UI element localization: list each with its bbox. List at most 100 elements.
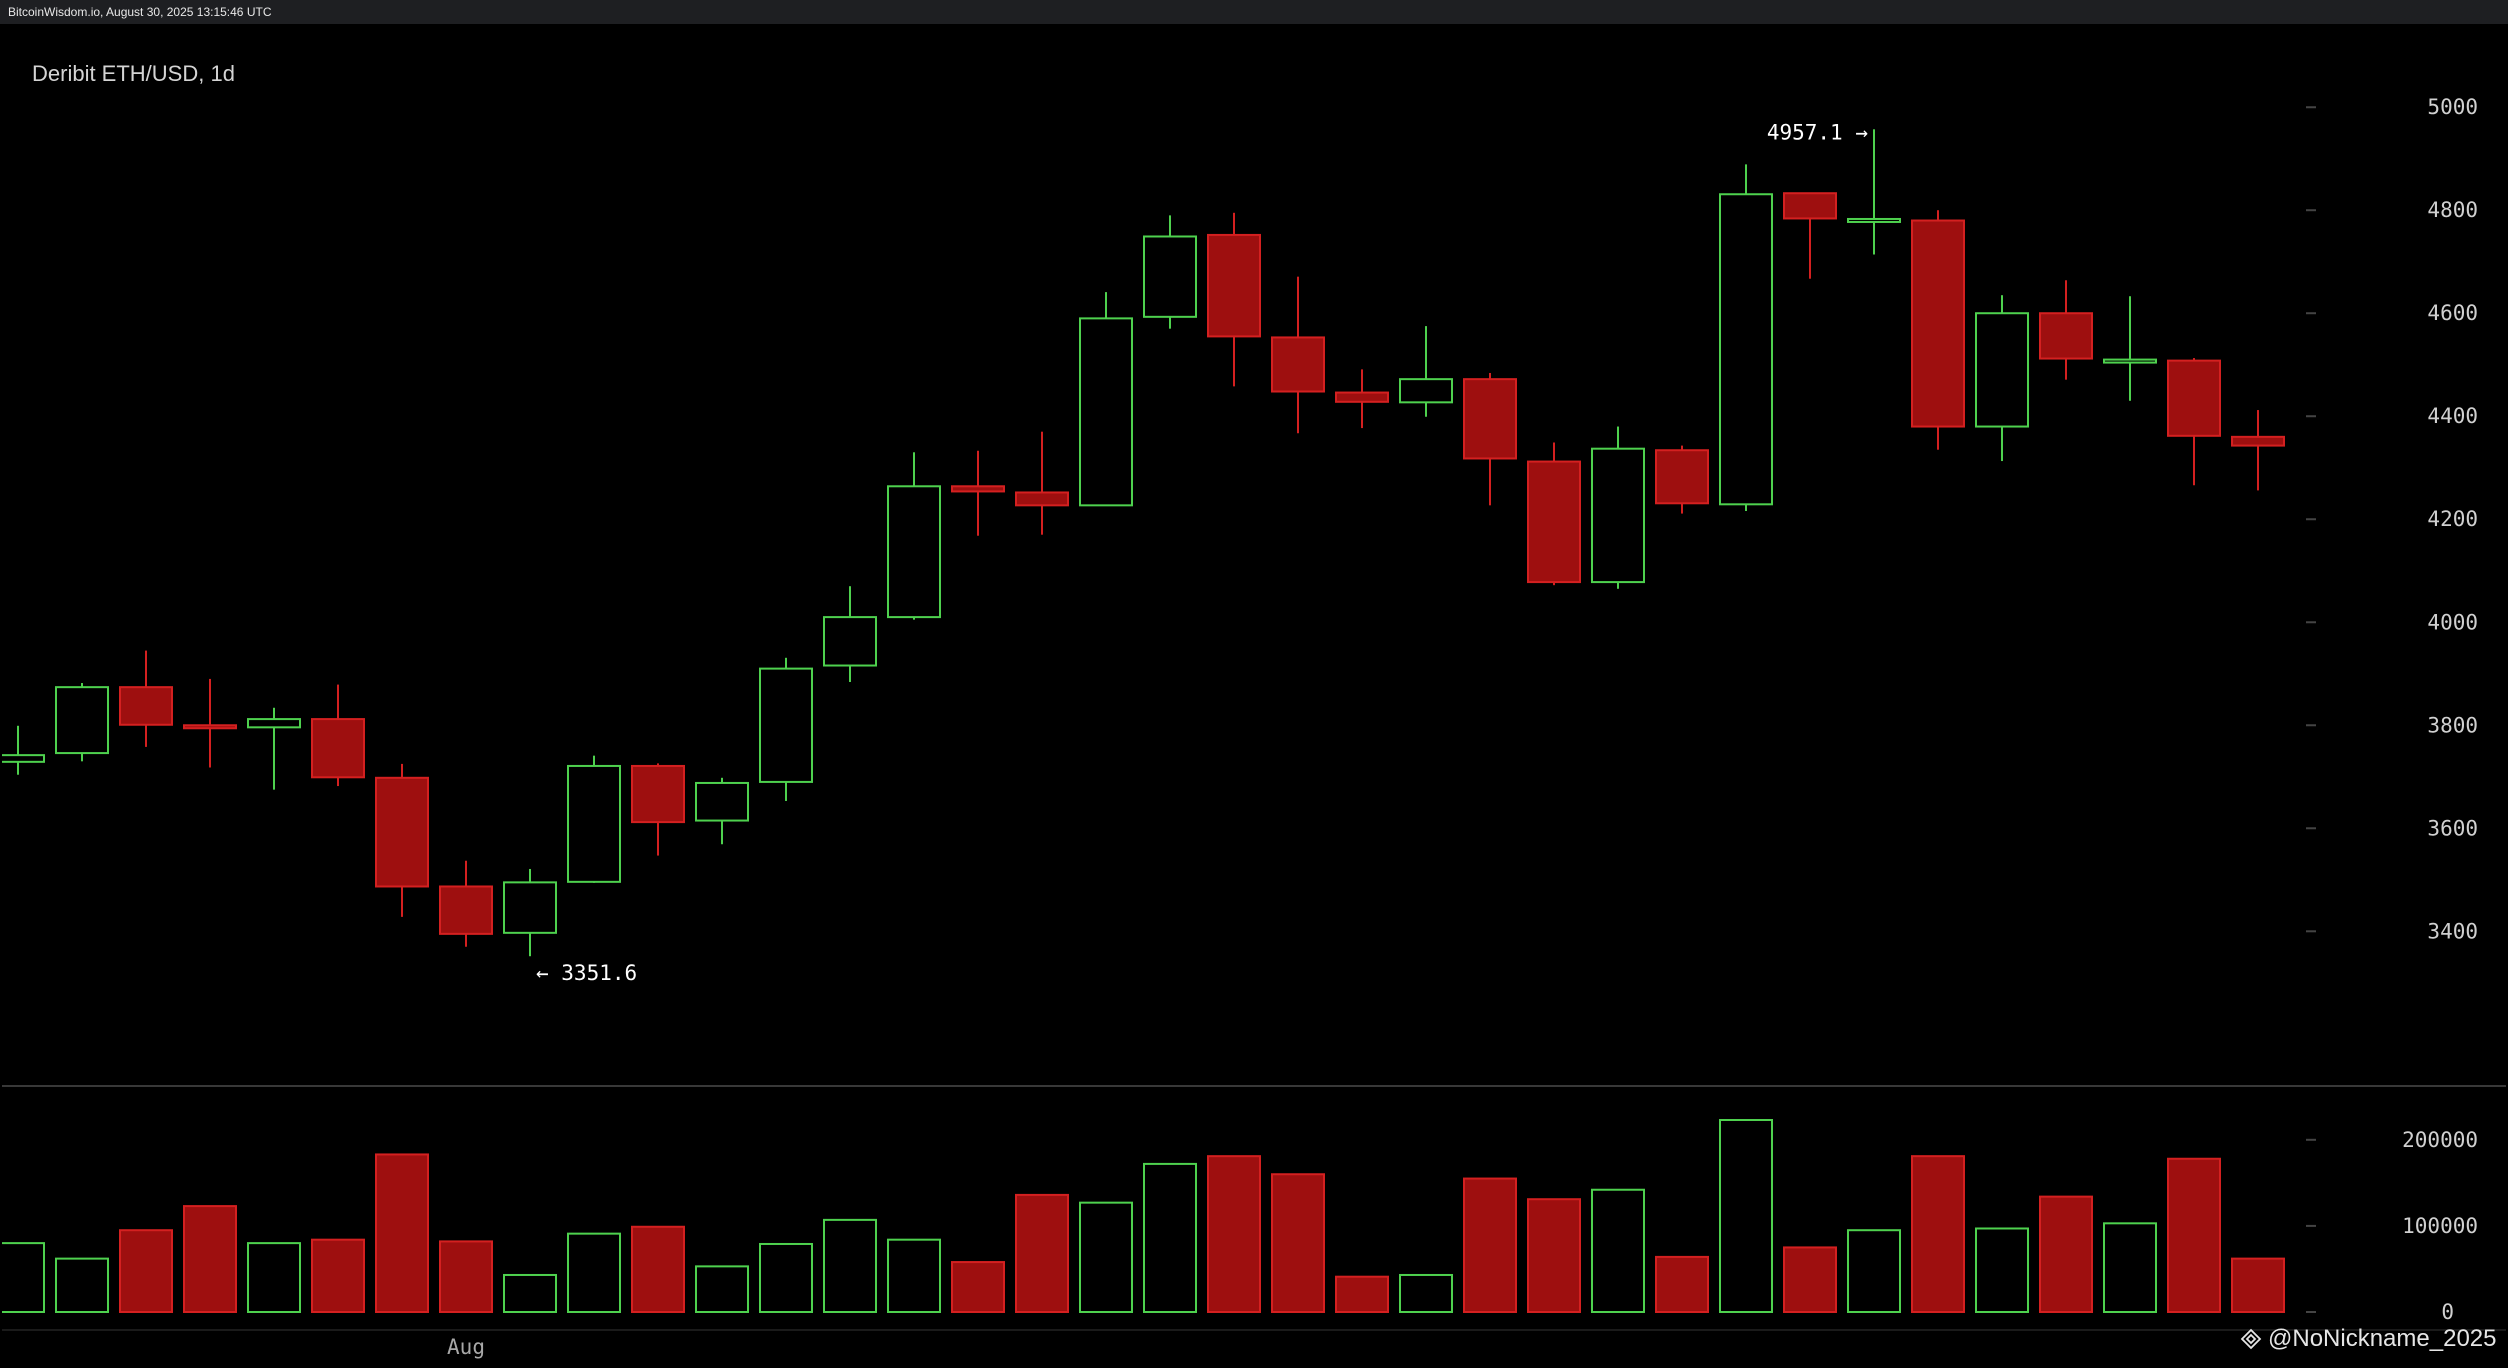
y-axis-tick-label: 4800: [2427, 198, 2478, 222]
candle: [1975, 295, 2029, 462]
candle-body: [1911, 219, 1965, 428]
y-axis-tick-label: 4400: [2427, 404, 2478, 428]
candle: [1143, 215, 1197, 329]
candle-body: [2, 754, 45, 763]
candle-body: [887, 485, 941, 619]
candle: [1335, 369, 1389, 429]
candle: [823, 586, 877, 683]
volume-bar: [1719, 1119, 1773, 1313]
volume-bar: [823, 1218, 877, 1313]
candle-body: [1271, 336, 1325, 393]
candle-body: [247, 718, 301, 729]
x-axis-tick-label: Aug: [447, 1335, 485, 1359]
candle: [567, 755, 621, 883]
candle: [1591, 426, 1645, 589]
volume-bar: [1911, 1155, 1965, 1313]
y-axis-tick-label: 4000: [2427, 610, 2478, 634]
volume-bar: [2, 1242, 45, 1314]
volume-bar: [375, 1153, 429, 1313]
candle-body: [823, 616, 877, 667]
timestamp-text: BitcoinWisdom.io, August 30, 2025 13:15:…: [8, 5, 272, 19]
candle: [1271, 276, 1325, 434]
candle: [247, 707, 301, 790]
candle-body: [567, 764, 621, 883]
volume-bar: [567, 1232, 621, 1314]
volume-bar: [1847, 1229, 1901, 1314]
candle: [503, 868, 557, 957]
candle: [1079, 292, 1133, 507]
volume-bar: [1335, 1275, 1389, 1314]
y-axis-tick-label: 4200: [2427, 507, 2478, 531]
volume-bar: [119, 1229, 173, 1314]
candlestick-chart[interactable]: 3400 3600 3800 4000 4200 4400 4600 4800 5000 0 100…: [2, 24, 2506, 1366]
candle: [119, 650, 173, 747]
candle-body: [1847, 217, 1901, 223]
candle: [1399, 326, 1453, 417]
candle-body: [2103, 358, 2157, 364]
candle-body: [1527, 460, 1581, 584]
candle: [1655, 445, 1709, 514]
top-status-bar: BitcoinWisdom.io, August 30, 2025 13:15:…: [0, 0, 2508, 24]
volume-bar: [759, 1242, 813, 1313]
chart-panel[interactable]: 3400 3600 3800 4000 4200 4400 4600 4800 5000 0 100…: [2, 24, 2506, 1366]
volume-bar: [1591, 1188, 1645, 1313]
volume-bar: [183, 1205, 237, 1313]
volume-bar: [503, 1273, 557, 1313]
y-axis-tick-label: 5000: [2427, 95, 2478, 119]
volume-bar: [2167, 1157, 2221, 1313]
candle: [1207, 212, 1261, 387]
candle-body: [1335, 391, 1389, 403]
candle: [311, 684, 365, 787]
candle: [375, 763, 429, 917]
candle-body: [375, 776, 429, 888]
candle-body: [1591, 447, 1645, 584]
candle: [2231, 410, 2285, 491]
volume-bar: [311, 1238, 365, 1313]
volume-bar: [951, 1261, 1005, 1313]
candle: [1463, 372, 1517, 506]
candle: [1015, 431, 1069, 535]
volume-bar: [1207, 1155, 1261, 1313]
candle: [2167, 358, 2221, 486]
volume-bar: [1527, 1198, 1581, 1314]
volume-axis-tick-label: 200000: [2402, 1128, 2478, 1152]
candle-body: [183, 724, 237, 730]
volume-bar: [439, 1240, 493, 1313]
volume-bar: [2039, 1195, 2093, 1314]
candle-body: [1975, 312, 2029, 428]
candle-body: [1783, 192, 1837, 220]
candle: [631, 763, 685, 856]
y-axis-tick-label: 3800: [2427, 713, 2478, 737]
candle: [183, 678, 237, 768]
volume-bar: [1399, 1273, 1453, 1313]
candle-body: [1399, 378, 1453, 404]
candle-body: [311, 718, 365, 779]
y-axis-tick-label: 3400: [2427, 919, 2478, 943]
candle-body: [695, 781, 749, 822]
candle: [951, 450, 1005, 536]
price-extreme-annotation: 4957.1 →: [1767, 120, 1868, 144]
watermark-text: @NoNickname_2025: [2268, 1325, 2497, 1352]
candle: [1911, 210, 1965, 450]
candle-body: [1207, 233, 1261, 338]
candle-body: [1655, 449, 1709, 505]
candle: [695, 777, 749, 845]
candle-body: [759, 667, 813, 783]
candle: [55, 683, 109, 762]
candle: [1527, 442, 1581, 586]
candle-body: [2231, 435, 2285, 447]
volume-bar: [2103, 1222, 2157, 1313]
volume-bar: [1655, 1255, 1709, 1313]
volume-bar: [2231, 1257, 2285, 1313]
candle: [1847, 129, 1901, 255]
volume-bar: [631, 1225, 685, 1313]
candle-body: [119, 686, 173, 726]
candle-body: [503, 881, 557, 934]
candle: [1783, 192, 1837, 279]
candle-body: [1463, 378, 1517, 460]
candle: [887, 452, 941, 620]
volume-bar: [1271, 1173, 1325, 1314]
candle-body: [631, 764, 685, 824]
candle: [2103, 296, 2157, 401]
candle: [2, 725, 45, 775]
